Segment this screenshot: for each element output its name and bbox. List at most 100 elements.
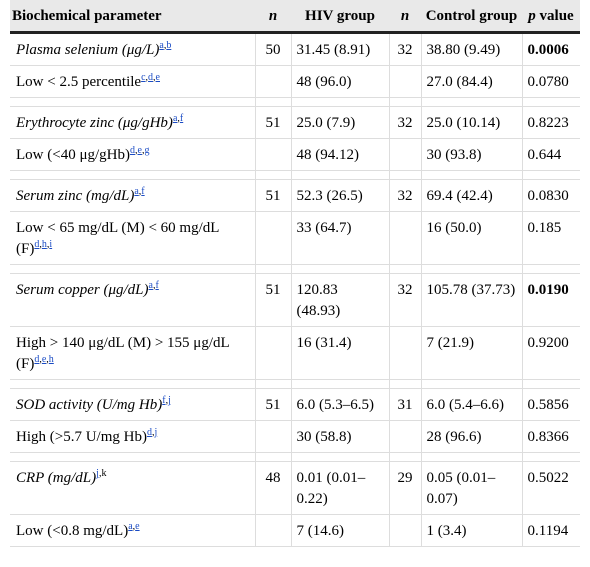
cell-control-value: 105.78 (37.73) [421,273,523,327]
footnote-link[interactable]: b [166,40,172,51]
cell-control-value: 0.05 (0.01–0.07) [421,461,523,515]
cell-control-value: 27.0 (84.4) [421,65,523,98]
spacer-cell [522,170,580,180]
footnote-sep: , [39,354,42,365]
footnote-link[interactable]: a [134,186,139,197]
footnote-sep: , [138,186,142,197]
spacer-cell [255,452,292,462]
parameter-row: Serum copper (μg/dL)a,f 51 120.83 (48.93) 3… [10,273,580,327]
cell-parameter: Plasma selenium (μg/L)a,b [10,32,256,66]
cell-hiv-value: 7 (14.6) [291,514,390,547]
footnote-link[interactable]: e [137,145,142,156]
footnote-link[interactable]: j [168,395,171,406]
cell-n-hiv [255,420,292,453]
footnote-sep: , [135,145,138,156]
cell-hiv-value: 6.0 (5.3–6.5) [291,388,390,421]
subgroup-row: Low (<40 μg/gHb)d,e,g 48 (94.12) 30 (93.8)… [10,138,580,171]
spacer-cell [389,264,422,274]
cell-parameter: Low (<0.8 mg/dL)a,e [10,514,256,547]
cell-p-value: 0.0830 [522,179,580,212]
cell-n-hiv: 50 [255,32,292,66]
footnote-link[interactable]: j [96,468,99,479]
header-n-hiv: n [255,0,291,34]
footnote-link[interactable]: c [141,72,146,83]
footnote-sep: , [165,395,169,406]
footnote-link[interactable]: g [144,145,150,156]
footnote-link[interactable]: h [48,354,54,365]
footnote-refs: c,d,e [141,72,160,83]
group-spacer-row [10,452,580,462]
footnote-link[interactable]: a [148,280,153,291]
cell-control-value: 6.0 (5.4–6.6) [421,388,523,421]
footnote-link[interactable]: a [172,113,178,124]
cell-n-control: 32 [389,32,422,66]
cell-n-hiv: 51 [255,273,292,327]
cell-p-value: 0.8223 [522,106,580,139]
spacer-cell [291,452,390,462]
footnote-link[interactable]: h [41,239,47,250]
parameter-label: Low (<0.8 mg/dL) [16,523,129,539]
footnote-refs: a,e [128,521,139,532]
cell-p-value: 0.1194 [522,514,580,547]
footnote-link[interactable]: f [155,280,159,291]
spacer-cell [421,170,523,180]
subgroup-row: Low < 65 mg/dL (M) < 60 mg/dL (F)d,h,i 33… [10,211,580,265]
spacer-cell [522,379,580,389]
spacer-cell [522,97,580,107]
subgroup-row: High > 140 μg/dL (M) > 155 μg/dL (F)d,e,… [10,326,580,380]
cell-n-hiv [255,211,292,265]
footnote-sep: , [163,40,167,51]
spacer-cell [421,97,523,107]
group-spacer-row [10,379,580,389]
cell-n-control: 32 [389,273,422,327]
footnote-link[interactable]: d [130,145,135,156]
footnote-sep: , [153,72,156,83]
cell-parameter: CRP (mg/dL)j,k [10,461,256,515]
header-p-rest: value [535,8,574,24]
cell-n-control [389,211,422,265]
footnote-link[interactable]: d [34,354,40,365]
spacer-cell [255,379,292,389]
footnote-link[interactable]: j [154,427,158,438]
footnote-link[interactable]: f [179,113,184,124]
cell-p-value: 0.0780 [522,65,580,98]
header-control-group: Control group [421,0,522,34]
footnote-link[interactable]: d [146,427,152,438]
footnote-link[interactable]: f [162,395,166,406]
cell-n-control: 32 [389,179,422,212]
spacer-cell [421,379,523,389]
footnote-link[interactable]: e [155,72,160,83]
cell-hiv-value: 52.3 (26.5) [291,179,390,212]
header-p-letter: p [528,8,536,24]
footnote-refs: j,k [96,468,106,479]
cell-hiv-value: 120.83 (48.93) [291,273,390,327]
footnote-link[interactable]: a [128,521,133,532]
parameter-label: Erythrocyte zinc (μg/gHb) [16,115,173,131]
footnote-link[interactable]: i [49,239,53,250]
spacer-cell [10,452,256,462]
group-spacer-row [10,170,580,180]
footnote-link[interactable]: d [148,72,154,83]
cell-control-value: 30 (93.8) [421,138,523,171]
cell-n-hiv: 48 [255,461,292,515]
footnote-link[interactable]: d [34,239,40,250]
footnote-link[interactable]: a [159,40,164,51]
footnote-refs: d,e,h [34,354,53,365]
footnote-sep: , [46,354,49,365]
cell-n-control [389,514,422,547]
cell-p-value: 0.5856 [522,388,580,421]
footnote-link[interactable]: e [135,521,140,532]
subgroup-row: Low < 2.5 percentilec,d,e 48 (96.0) 27.0 (… [10,65,580,98]
footnote-link[interactable]: e [41,354,47,365]
footnote-refs: d,h,i [34,239,52,250]
parameter-row: CRP (mg/dL)j,k 48 0.01 (0.01–0.22) 29 0.05 (… [10,461,580,515]
footnote-link[interactable]: f [141,186,145,197]
spacer-cell [389,170,422,180]
cell-parameter: Erythrocyte zinc (μg/gHb)a,f [10,106,256,139]
table-body: Plasma selenium (μg/L)a,b 50 31.45 (8.91) 3… [10,32,580,547]
cell-hiv-value: 48 (96.0) [291,65,390,98]
parameter-label: High > 140 μg/dL (M) > 155 μg/dL (F) [16,335,230,372]
cell-control-value: 16 (50.0) [421,211,523,265]
cell-control-value: 1 (3.4) [421,514,523,547]
cell-n-control: 31 [389,388,422,421]
